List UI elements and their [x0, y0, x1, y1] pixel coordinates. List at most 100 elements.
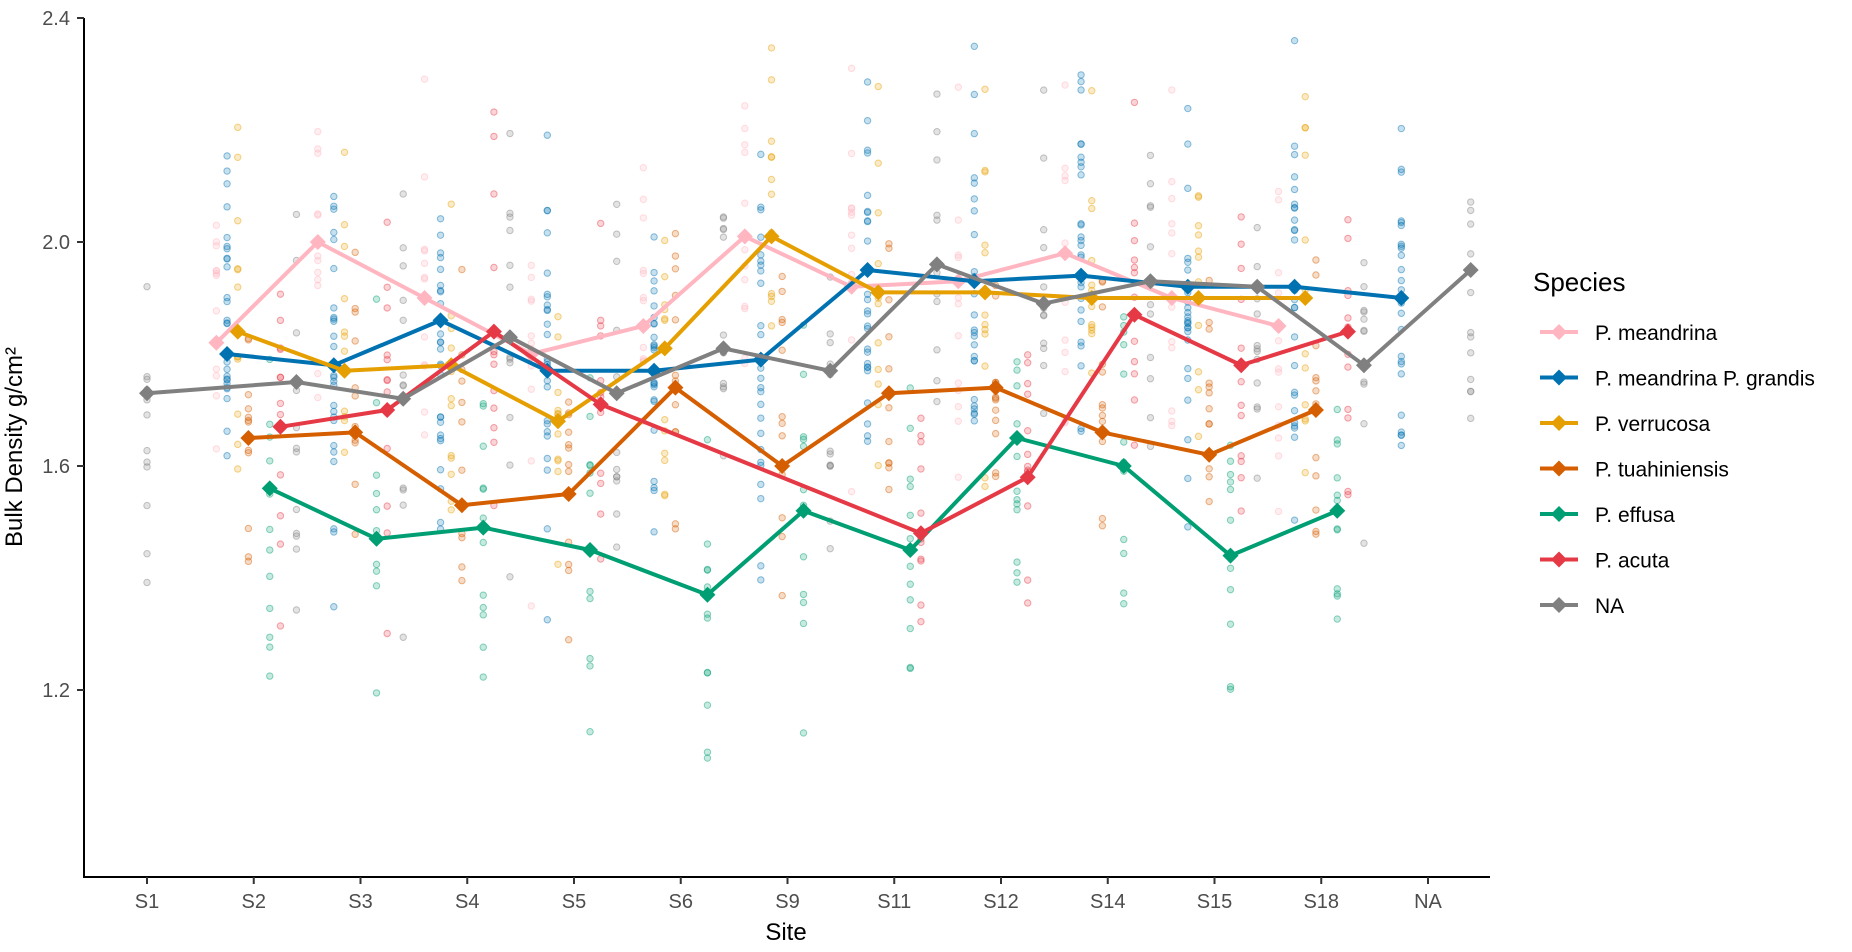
raw-point [506, 413, 514, 422]
raw-point [554, 312, 562, 321]
raw-point [436, 518, 445, 527]
raw-point [874, 82, 882, 91]
raw-point [1290, 204, 1299, 212]
raw-point [143, 578, 151, 587]
raw-point [1120, 600, 1128, 608]
raw-point [874, 159, 882, 167]
raw-point [314, 210, 322, 218]
raw-point [778, 346, 786, 354]
raw-point [874, 461, 882, 470]
raw-point [863, 217, 872, 225]
raw-point [826, 461, 834, 470]
raw-point [399, 484, 407, 492]
raw-point [767, 297, 776, 305]
raw-point [330, 317, 338, 325]
raw-point [650, 319, 658, 328]
raw-point [212, 392, 221, 400]
raw-point [970, 395, 979, 404]
raw-point [399, 501, 407, 509]
raw-point [596, 469, 605, 477]
raw-point [970, 42, 979, 51]
raw-point [399, 316, 407, 324]
raw-point [650, 486, 658, 495]
raw-point [1184, 184, 1192, 193]
series-marker [288, 374, 305, 390]
raw-point [1360, 327, 1368, 336]
raw-point [1397, 265, 1406, 274]
raw-point [757, 414, 765, 422]
series-marker [822, 362, 839, 379]
raw-point [1077, 71, 1085, 79]
raw-point [613, 473, 621, 481]
raw-point [863, 432, 872, 440]
raw-point [234, 217, 242, 225]
raw-point [933, 211, 941, 219]
raw-point [244, 390, 253, 399]
legend: Species P. meandrina P. meandrina P. gran… [1533, 267, 1815, 618]
raw-point [1237, 240, 1245, 248]
raw-point [351, 530, 359, 538]
raw-point [650, 340, 658, 349]
raw-point [458, 576, 466, 585]
raw-point [826, 462, 834, 470]
raw-point [564, 566, 573, 575]
series-marker [1073, 267, 1090, 284]
raw-point [613, 477, 621, 485]
raw-point [650, 302, 658, 310]
raw-point [981, 249, 989, 257]
raw-point [447, 470, 455, 478]
raw-point [399, 382, 407, 390]
raw-point [223, 167, 231, 175]
series-marker [1094, 424, 1111, 441]
raw-point [863, 149, 872, 157]
raw-point [757, 576, 765, 584]
raw-point [527, 297, 535, 305]
raw-point [314, 268, 322, 277]
series-marker [1393, 290, 1410, 306]
x-tick-label: NA [1414, 891, 1442, 913]
raw-point [330, 448, 338, 456]
series-marker [1009, 430, 1026, 446]
raw-point [383, 444, 391, 453]
raw-point [863, 437, 872, 445]
raw-point [223, 452, 231, 460]
raw-point [330, 377, 338, 385]
series-marker [667, 379, 684, 396]
raw-point [1237, 264, 1245, 273]
series-marker [582, 542, 599, 558]
raw-point [847, 336, 856, 344]
raw-point [1333, 615, 1341, 623]
raw-point [874, 300, 882, 308]
raw-point [1013, 569, 1021, 577]
raw-point [703, 540, 712, 548]
raw-point [1205, 405, 1213, 413]
raw-point [970, 230, 979, 239]
raw-point [436, 434, 445, 443]
raw-point [244, 553, 253, 561]
series-marker [549, 413, 566, 430]
raw-point [1098, 522, 1107, 530]
raw-point [863, 345, 872, 353]
raw-point [906, 664, 914, 673]
raw-point [1360, 282, 1368, 291]
raw-point [1344, 487, 1352, 496]
raw-point [1120, 370, 1128, 378]
raw-point [1184, 304, 1192, 312]
raw-point [1301, 124, 1309, 132]
raw-point [244, 418, 253, 426]
raw-point [244, 446, 253, 455]
series-marker [1201, 446, 1218, 463]
raw-point [1130, 98, 1139, 107]
raw-point [458, 563, 466, 571]
raw-point [1226, 585, 1235, 594]
raw-point [650, 320, 658, 328]
raw-point [970, 341, 979, 349]
raw-point [933, 216, 941, 224]
raw-point [527, 602, 535, 610]
raw-point [1130, 441, 1139, 449]
raw-point [1397, 218, 1406, 227]
series-marker [1019, 469, 1036, 486]
raw-point [1467, 220, 1475, 228]
raw-point [383, 218, 391, 226]
raw-point [661, 272, 669, 281]
